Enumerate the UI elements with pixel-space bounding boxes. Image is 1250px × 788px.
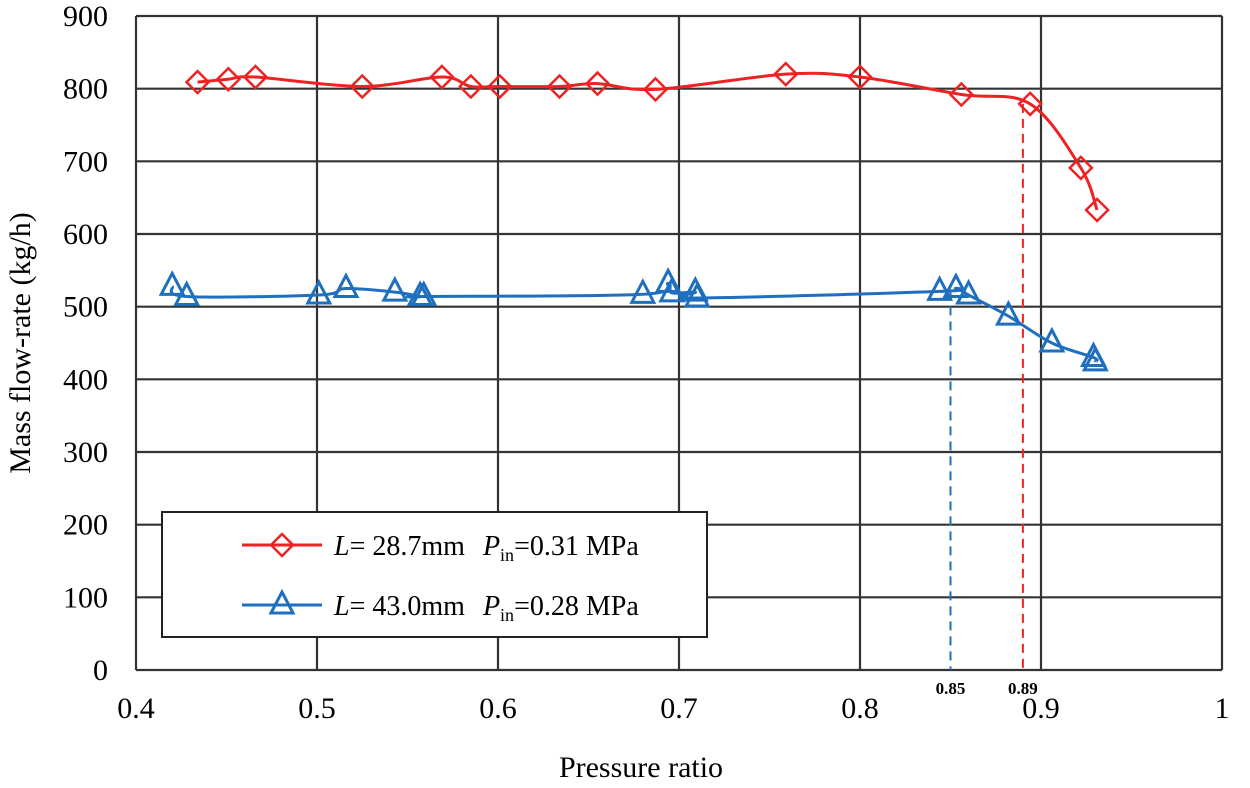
triangle-marker [1081,345,1109,372]
diamond-marker [1017,91,1043,117]
series-triangle [158,267,1109,372]
y-tick-label: 400 [63,363,108,396]
diamond-marker [584,70,611,97]
diamond-marker [458,73,484,100]
triangle-marker [158,270,186,296]
legend-text-text1: = 43.0mm [350,591,466,622]
legend-text-sub2: in [500,605,514,625]
legend-label: L= 28.7mm Pin=0.31 MPa [333,531,639,565]
triangle-marker [173,280,201,306]
legend-text-text2: =0.28 MPa [514,591,639,622]
y-tick-label: 800 [63,73,108,106]
triangle-marker [305,278,333,305]
y-axis-label: Mass flow-rate (kg/h) [4,212,37,474]
x-tick-label: 0.7 [660,692,698,725]
y-tick-label: 200 [63,509,108,542]
grid [134,14,1224,672]
x-axis-label: Pressure ratio [559,751,723,783]
diamond-marker [546,73,573,100]
legend-text-var1: L [333,531,350,562]
legend-text-text1: = 28.7mm [350,531,466,562]
x-tick-label: 0.6 [479,692,517,725]
diamond-marker [349,73,376,100]
diamond-marker [184,69,211,95]
triangle-marker [381,275,409,302]
x-tick-label: 0.4 [117,692,155,725]
series-layer [158,61,1110,372]
diamond-marker [847,64,873,90]
triangle-marker [683,281,711,308]
legend-text-var2: P [482,591,500,622]
diamond-marker [773,61,799,87]
x-tick-label: 0.5 [298,692,336,725]
diamond-marker [487,73,513,100]
legend-text-var2: P [482,531,500,562]
y-tick-label: 100 [63,581,108,614]
triangle-marker [942,272,970,298]
legend-item: L= 43.0mm Pin=0.28 MPa [242,588,639,625]
series-line [197,71,1099,211]
annotation-label: 0.85 [936,679,966,698]
legend-box [161,511,708,638]
triangle-marker [268,588,296,615]
triangle-marker [658,276,686,303]
diamond-marker [948,81,975,108]
y-tick-label: 300 [63,436,108,469]
annotations: 0.85 0.89 [936,103,1038,698]
x-tick-label: 0.9 [1022,692,1060,725]
diamond-marker [215,66,242,92]
triangle-marker [629,278,657,304]
triangle-marker [994,299,1022,326]
legend-label: L= 43.0mm Pin=0.28 MPa [333,591,639,625]
diamond-marker [269,532,295,558]
diamond-marker [1084,197,1110,223]
diamond-marker [242,64,269,90]
legend-text-text2: =0.31 MPa [514,531,639,562]
x-tick-label: 1 [1215,692,1230,725]
y-tick-label: 600 [63,218,108,251]
diamond-marker [1068,155,1094,181]
diamond-marker [642,76,669,103]
tick-labels: 0.4 0.5 0.6 0.7 0.8 0.9 1 0 100 200 300 400 500 600 70… [63,0,1230,725]
x-tick-label: 0.8 [841,692,879,725]
legend-text-var1: L [333,591,350,622]
diamond-marker [429,64,455,90]
legend-text-sub2: in [500,545,514,565]
y-tick-label: 900 [63,0,108,33]
annotation-label: 0.89 [1008,679,1038,698]
series-diamond [184,61,1110,223]
y-tick-label: 500 [63,291,108,324]
triangle-marker [955,278,983,305]
legend-item: L= 28.7mm Pin=0.31 MPa [242,531,639,565]
y-tick-label: 0 [93,654,108,687]
triangle-marker [332,272,360,298]
triangle-marker [410,280,438,306]
triangle-marker [1038,326,1066,353]
triangle-marker [926,275,954,301]
y-tick-label: 700 [63,145,108,178]
